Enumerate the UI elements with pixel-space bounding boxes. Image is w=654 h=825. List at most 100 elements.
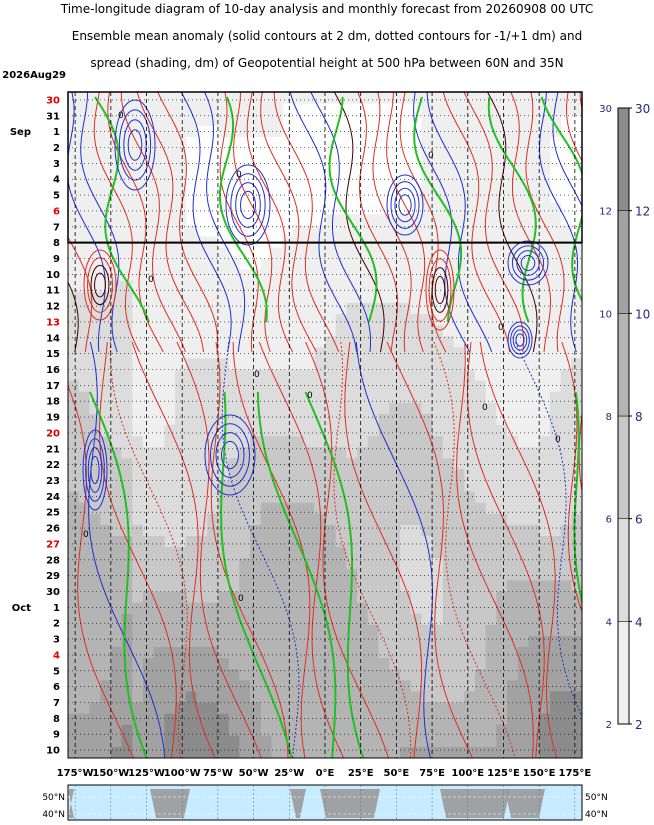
shading-cell <box>175 458 187 470</box>
shading-cell <box>464 391 476 404</box>
shading-cell <box>496 724 508 737</box>
shading-cell <box>335 380 348 393</box>
shading-cell <box>549 602 562 615</box>
shading-cell <box>474 713 487 726</box>
shading-cell <box>464 547 476 559</box>
shading-cell <box>260 491 273 504</box>
shading-cell <box>335 314 348 326</box>
positive-contour <box>333 92 385 353</box>
shading-cell <box>474 136 487 149</box>
shading-cell <box>260 336 273 348</box>
shading-cell <box>474 613 487 626</box>
shading-cell <box>68 491 80 504</box>
colorbar-tick-label: 6 <box>635 513 643 527</box>
shading-cell <box>399 92 412 104</box>
shading-cell <box>474 125 487 137</box>
shading-cell <box>142 724 155 737</box>
shading-cell <box>474 247 487 260</box>
shading-cell <box>271 702 283 715</box>
longitude-tick-label: 25°E <box>348 768 374 779</box>
shading-cell <box>250 380 262 393</box>
shading-cell <box>142 513 155 526</box>
positive-contour <box>344 341 423 758</box>
shading-cell <box>175 114 187 126</box>
shading-cell <box>217 680 230 692</box>
shading-cell <box>496 458 508 470</box>
shading-cell <box>335 635 348 648</box>
shading-cell <box>539 569 551 581</box>
shading-cell <box>100 458 112 470</box>
shading-cell <box>539 513 551 526</box>
shading-cell <box>442 103 455 115</box>
shading-cell <box>507 147 519 160</box>
shading-cell <box>303 391 315 404</box>
shading-cell <box>549 114 562 126</box>
shading-cell <box>432 735 444 748</box>
shading-cell <box>442 669 455 681</box>
shading-cell <box>228 713 240 726</box>
shading-cell <box>464 658 476 670</box>
shading-cell <box>196 691 208 704</box>
shading-cell <box>357 325 369 337</box>
shading-cell <box>346 314 358 326</box>
shading-cell <box>292 547 305 559</box>
shading-cell <box>142 203 155 215</box>
shading-cell <box>217 92 230 104</box>
shading-cell <box>399 558 412 570</box>
shading-cell <box>110 325 123 337</box>
shading-cell <box>549 214 562 226</box>
shading-cell <box>325 325 337 337</box>
shading-cell <box>367 558 380 570</box>
shading-cell <box>153 713 165 726</box>
shading-cell <box>239 513 251 526</box>
shading-cell <box>539 635 551 648</box>
shading-cell <box>121 458 133 470</box>
shading-cell <box>282 436 294 448</box>
shading-cell <box>335 458 348 470</box>
shading-cell <box>78 291 91 304</box>
shading-cell <box>292 347 305 359</box>
shading-cell <box>485 613 497 626</box>
shading-cell <box>560 413 572 426</box>
shading-cell <box>485 635 497 648</box>
shading-cell <box>68 302 80 315</box>
shading-cell <box>100 258 112 271</box>
shading-cell <box>421 691 433 704</box>
shading-cell <box>100 358 112 371</box>
shading-cell <box>528 158 540 171</box>
shading-cell <box>453 547 465 559</box>
shading-cell <box>560 302 572 315</box>
shading-cell <box>271 402 283 415</box>
shading-cell <box>389 436 401 448</box>
shading-cell <box>314 402 326 415</box>
shading-cell <box>282 469 294 482</box>
shading-cell <box>282 536 294 548</box>
shading-cell <box>250 491 262 504</box>
shading-cell <box>207 536 219 548</box>
shading-cell <box>496 391 508 404</box>
shading-cell <box>507 336 519 348</box>
positive-contour <box>136 92 205 353</box>
shading-cell <box>335 491 348 504</box>
shading-cell <box>421 680 433 692</box>
shading-cell <box>78 602 91 615</box>
shading-cell <box>442 291 455 304</box>
shading-cell <box>442 447 455 459</box>
shading-cell <box>132 691 144 704</box>
shading-cell <box>142 458 155 470</box>
shading-cell <box>228 624 240 637</box>
shading-cell <box>175 536 187 548</box>
shading-cell <box>432 180 444 193</box>
shading-cell <box>528 624 540 637</box>
shading-cell <box>549 203 562 215</box>
shading-cell <box>378 524 390 537</box>
shading-cell <box>496 669 508 681</box>
shading-cell <box>132 602 144 615</box>
contour-label: 0 <box>254 370 260 380</box>
shading-cell <box>389 469 401 482</box>
shading-cell <box>185 602 198 615</box>
shading-cell <box>132 524 144 537</box>
shading-cell <box>442 325 455 337</box>
shading-cell <box>239 580 251 593</box>
positive-contour <box>565 92 582 162</box>
